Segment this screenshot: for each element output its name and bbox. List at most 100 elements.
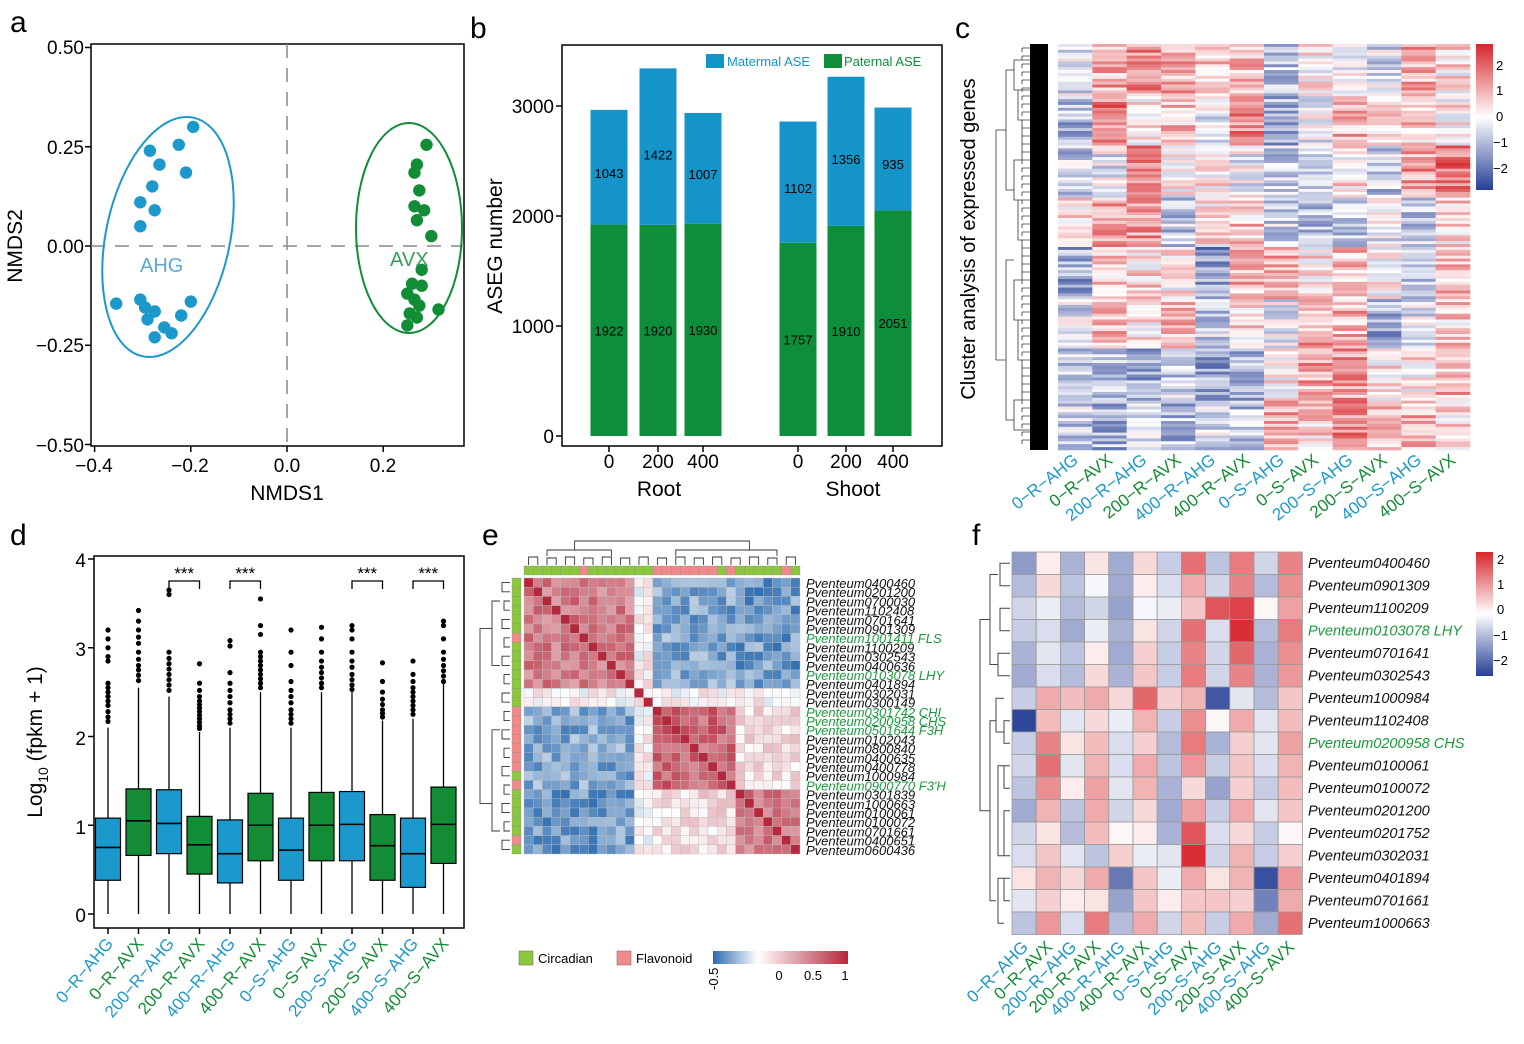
- heatmap-cell: [1264, 293, 1299, 297]
- heatmap-cell: [1264, 171, 1299, 175]
- correlation-cell: [615, 587, 626, 597]
- heatmap-cell: [1332, 180, 1368, 184]
- heatmap-cell: [1367, 157, 1402, 161]
- bar-label-paternal: 2051: [879, 316, 908, 331]
- correlation-cell: [735, 807, 745, 818]
- correlation-cell: [569, 835, 580, 845]
- heatmap-cell: [1401, 84, 1436, 88]
- correlation-cell: [661, 614, 672, 625]
- c-colorbar-gradient: [1476, 44, 1493, 190]
- heatmap-cell: [1401, 104, 1436, 109]
- heatmap-cell: [1435, 119, 1471, 123]
- heatmap-cell: [1058, 177, 1093, 181]
- heatmap-cell: [1332, 171, 1368, 175]
- heatmap-cell: [1435, 194, 1471, 198]
- heatmap-cell: [1161, 397, 1196, 401]
- correlation-cell: [588, 789, 598, 799]
- heatmap-cell: [1195, 409, 1230, 413]
- heatmap-cell: [1058, 444, 1093, 448]
- outlier-point: [105, 636, 111, 642]
- heatmap-cell: [1332, 107, 1368, 111]
- heatmap-cell: [1011, 596, 1037, 620]
- heatmap-cell: [1092, 310, 1127, 314]
- heatmap-cell: [1229, 397, 1265, 401]
- heatmap-cell: [1092, 293, 1127, 297]
- heatmap-cell: [1264, 264, 1299, 268]
- heatmap-cell: [1132, 866, 1158, 890]
- heatmap-cell: [1156, 889, 1182, 913]
- heatmap-cell: [1367, 61, 1402, 65]
- heatmap-cell: [1253, 799, 1279, 823]
- panel-f-colorbar: 2 1 0 −1 −2: [1476, 552, 1508, 676]
- correlation-cell: [560, 715, 571, 726]
- heatmap-cell: [1367, 429, 1402, 433]
- heatmap-cell: [1367, 131, 1402, 135]
- heatmap-cell: [1298, 131, 1333, 135]
- heatmap-cell: [1108, 731, 1134, 755]
- correlation-cell: [744, 614, 755, 625]
- heatmap-cell: [1264, 128, 1299, 132]
- heatmap-cell: [1332, 423, 1368, 428]
- heatmap-cell: [1401, 96, 1436, 100]
- heatmap-cell: [1011, 754, 1037, 778]
- heatmap-cell: [1161, 444, 1196, 448]
- d-ylabel: Log10 (fpkm + 1): [24, 666, 51, 818]
- correlation-cell: [781, 780, 791, 790]
- heatmap-cell: [1092, 392, 1127, 396]
- heatmap-cell: [1332, 394, 1368, 399]
- correlation-cell: [625, 844, 635, 855]
- heatmap-cell: [1264, 435, 1299, 439]
- heatmap-cell: [1205, 844, 1231, 868]
- nmds-point-ahg: [134, 196, 147, 209]
- nmds-point-ahg: [179, 166, 193, 179]
- f-colorbar-tick: 1: [1497, 577, 1504, 592]
- heatmap-cell: [1264, 212, 1299, 216]
- correlation-cell: [790, 688, 801, 698]
- col-annotation-cell: [717, 565, 727, 576]
- correlation-cell: [763, 780, 773, 790]
- heatmap-cell: [1126, 322, 1162, 326]
- correlation-cell: [625, 669, 635, 680]
- heatmap-cell: [1367, 189, 1402, 193]
- outlier-point: [440, 662, 447, 669]
- correlation-cell: [560, 835, 571, 845]
- correlation-cell: [634, 706, 644, 717]
- heatmap-cell: [1092, 357, 1127, 361]
- significance-bracket: [168, 580, 201, 589]
- correlation-cell: [735, 623, 745, 634]
- heatmap-cell: [1058, 432, 1093, 436]
- heatmap-cell: [1058, 264, 1093, 268]
- correlation-cell: [717, 688, 727, 698]
- correlation-cell: [753, 807, 764, 818]
- heatmap-cell: [1229, 220, 1265, 225]
- heatmap-cell: [1229, 238, 1265, 242]
- correlation-cell: [523, 771, 534, 781]
- heatmap-cell: [1367, 194, 1402, 198]
- heatmap-cell: [1092, 131, 1127, 135]
- heatmap-cell: [1367, 180, 1402, 184]
- correlation-cell: [652, 780, 663, 790]
- correlation-cell: [763, 844, 773, 855]
- correlation-cell: [597, 614, 607, 625]
- f-gene-label: Pventeum0302543: [1308, 669, 1430, 685]
- heatmap-cell: [1229, 371, 1265, 375]
- heatmap-cell: [1161, 194, 1196, 198]
- heatmap-cell: [1161, 70, 1196, 74]
- correlation-cell: [671, 669, 681, 680]
- nmds-point-ahg: [172, 138, 185, 151]
- heatmap-cell: [1058, 316, 1093, 320]
- heatmap-cell: [1161, 325, 1196, 329]
- correlation-cell: [680, 807, 690, 818]
- heatmap-cell: [1092, 273, 1127, 277]
- correlation-cell: [523, 789, 534, 799]
- heatmap-cell: [1435, 325, 1471, 329]
- e-gene-label: Pventeum1100209: [806, 640, 914, 655]
- correlation-cell: [569, 725, 580, 735]
- outlier-point: [105, 645, 111, 651]
- heatmap-cell: [1298, 148, 1333, 152]
- heatmap-cell: [1126, 87, 1162, 91]
- correlation-cell: [763, 660, 773, 671]
- heatmap-cell: [1229, 70, 1265, 74]
- heatmap-cell: [1092, 325, 1127, 329]
- correlation-cell: [615, 614, 626, 625]
